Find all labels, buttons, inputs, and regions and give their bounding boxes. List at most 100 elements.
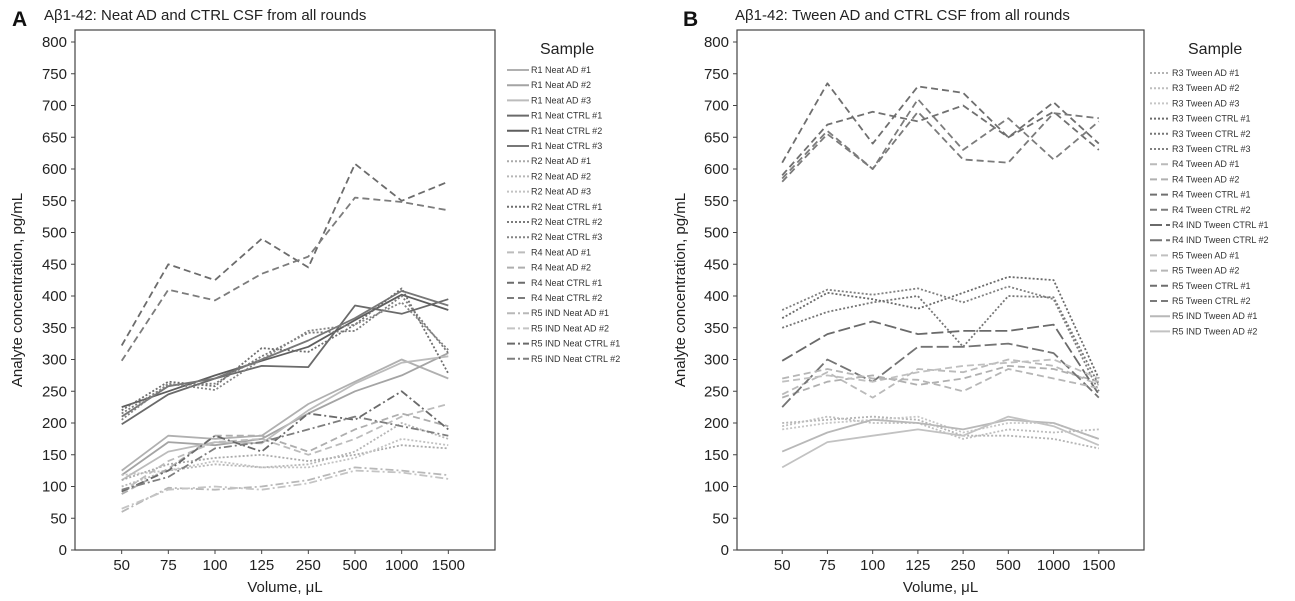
series-line (782, 415, 1100, 440)
series-line (121, 403, 449, 493)
legend-label: R1 Neat CTRL #2 (531, 126, 602, 136)
chart-title: Aβ1-42: Neat AD and CTRL CSF from all ro… (44, 7, 366, 24)
x-tick-label: 250 (951, 557, 976, 574)
series-line (120, 162, 449, 346)
legend-label: R3 Tween AD #2 (1172, 83, 1239, 93)
series-line (121, 298, 449, 426)
y-tick-label: 150 (704, 447, 729, 464)
y-tick-label: 700 (704, 98, 729, 115)
y-tick-label: 400 (704, 288, 729, 305)
legend-label: R4 Tween CTRL #2 (1172, 205, 1251, 215)
y-tick-label: 200 (704, 415, 729, 432)
legend-label: R2 Neat AD #1 (531, 156, 591, 166)
series-line (781, 415, 1100, 469)
series-line (121, 358, 449, 472)
series-line (781, 358, 1100, 399)
x-tick-label: 500 (342, 557, 367, 574)
legend-label: R1 Neat AD #2 (531, 80, 591, 90)
legend-label: R3 Tween CTRL #1 (1172, 114, 1251, 124)
x-tick-label: 50 (774, 557, 791, 574)
chart-title: Aβ1-42: Tween AD and CTRL CSF from all r… (735, 7, 1070, 24)
series-line (782, 368, 1099, 393)
plot-frame (736, 29, 1145, 551)
series-line (121, 287, 450, 412)
x-tick-label: 500 (996, 557, 1021, 574)
x-tick-label: 250 (296, 557, 321, 574)
legend-label: R2 Neat CTRL #2 (531, 217, 602, 227)
legend-label: R5 IND Neat CTRL #1 (531, 339, 620, 349)
x-tick-label: 100 (860, 557, 885, 574)
y-tick-label: 550 (42, 193, 67, 210)
series-line (781, 418, 1100, 453)
legend-label: R5 Tween AD #2 (1172, 266, 1239, 276)
legend-title: Sample (1188, 41, 1242, 58)
series-line (121, 412, 449, 495)
y-tick-label: 650 (704, 129, 729, 146)
x-tick-label: 75 (160, 557, 177, 574)
legend-label: R5 IND Neat CTRL #2 (531, 354, 620, 364)
y-tick-label: 300 (704, 352, 729, 369)
y-tick-label: 150 (42, 447, 67, 464)
x-tick-label: 125 (905, 557, 930, 574)
series-line (121, 422, 449, 488)
legend-label: R1 Neat CTRL #1 (531, 111, 602, 121)
series-line (781, 275, 1100, 379)
series-line (121, 390, 449, 493)
y-tick-label: 350 (42, 320, 67, 337)
y-tick-label: 600 (704, 161, 729, 178)
series-line (782, 415, 1099, 440)
series-line (121, 466, 449, 513)
x-tick-label: 75 (819, 557, 836, 574)
y-tick-label: 450 (704, 256, 729, 273)
legend-label: R5 Tween CTRL #2 (1172, 296, 1251, 306)
legend-label: R4 Neat CTRL #2 (531, 293, 602, 303)
series-line (121, 355, 449, 481)
y-axis-title: Analyte concentration, pg/mL (672, 193, 689, 387)
y-tick-label: 600 (42, 161, 67, 178)
legend-label: R5 Tween AD #1 (1172, 250, 1239, 260)
series-line (781, 104, 1100, 176)
y-tick-label: 50 (50, 510, 67, 527)
series-line (121, 352, 449, 476)
legend-label: R1 Neat AD #1 (531, 65, 591, 75)
legend-label: R4 Neat CTRL #1 (531, 278, 602, 288)
series-line (781, 98, 1100, 180)
x-tick-label: 1500 (1082, 557, 1115, 574)
y-tick-label: 500 (704, 225, 729, 242)
legend-label: R3 Tween CTRL #2 (1172, 129, 1251, 139)
legend-label: R4 Tween AD #1 (1172, 159, 1239, 169)
legend-label: R5 IND Tween AD #1 (1172, 311, 1257, 321)
y-tick-label: 750 (42, 66, 67, 83)
y-tick-label: 0 (721, 542, 729, 559)
legend-label: R1 Neat AD #3 (531, 95, 591, 105)
legend-label: R3 Tween AD #1 (1172, 68, 1239, 78)
series-line (781, 342, 1100, 408)
legend-label: R5 IND Neat AD #2 (531, 323, 609, 333)
series-line (781, 110, 1099, 183)
y-tick-label: 800 (704, 34, 729, 51)
x-tick-label: 50 (113, 557, 130, 574)
panel-letter: A (12, 8, 27, 31)
y-tick-label: 0 (59, 542, 67, 559)
x-tick-label: 1000 (385, 557, 418, 574)
series-line (782, 415, 1099, 450)
legend-label: R2 Neat CTRL #3 (531, 232, 602, 242)
legend-label: R4 Tween AD #2 (1172, 174, 1239, 184)
plot-frame (74, 29, 496, 551)
x-tick-label: 100 (202, 557, 227, 574)
legend-label: R3 Tween AD #3 (1172, 98, 1239, 108)
y-tick-label: 400 (42, 288, 67, 305)
series-line (781, 285, 1100, 392)
legend-label: R2 Neat AD #2 (531, 171, 591, 181)
y-axis-title: Analyte concentration, pg/mL (9, 193, 26, 387)
x-tick-label: 1000 (1037, 557, 1070, 574)
y-tick-label: 800 (42, 34, 67, 51)
legend-label: R2 Neat CTRL #1 (531, 202, 602, 212)
x-axis-title: Volume, μL (903, 579, 978, 596)
legend-label: R2 Neat AD #3 (531, 187, 591, 197)
y-tick-label: 100 (42, 479, 67, 496)
y-tick-label: 200 (42, 415, 67, 432)
legend-label: R4 IND Tween CTRL #2 (1172, 235, 1269, 245)
series-line (781, 82, 1100, 164)
